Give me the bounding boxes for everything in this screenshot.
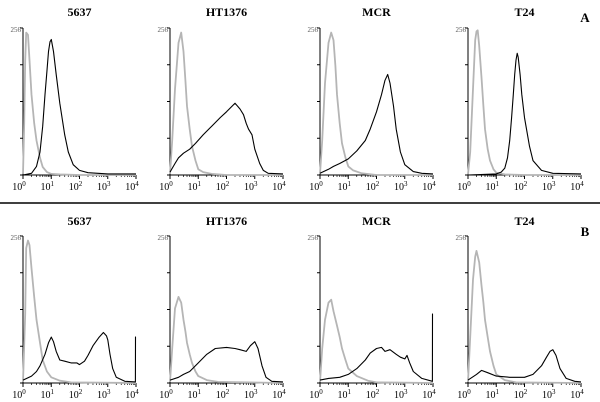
- sample-histogram-line: [467, 52, 582, 176]
- y-max-label: 256: [158, 26, 169, 34]
- y-max-label: 256: [158, 234, 169, 242]
- panel-a-label: A: [580, 10, 590, 25]
- subplot-title: T24: [514, 5, 534, 19]
- y-max-label: 256: [456, 234, 467, 242]
- sample-histogram-line: [319, 313, 434, 382]
- subplot-title: MCR: [362, 5, 391, 19]
- control-histogram-line: [319, 298, 434, 384]
- sample-histogram-line: [169, 102, 284, 175]
- control-histogram-line: [467, 249, 582, 384]
- y-max-label: 256: [11, 26, 22, 34]
- subplot-title: HT1376: [206, 5, 247, 19]
- subplot-title: 5637: [68, 214, 92, 228]
- sample-histogram-line: [467, 349, 582, 383]
- subplot-title: HT1376: [206, 214, 247, 228]
- sample-histogram-line: [319, 73, 434, 175]
- y-max-label: 256: [308, 234, 319, 242]
- subplot-title: T24: [514, 214, 534, 228]
- control-histogram-line: [22, 239, 137, 384]
- subplot-title: 5637: [68, 5, 92, 19]
- sample-histogram-line: [22, 331, 137, 383]
- y-max-label: 256: [308, 26, 319, 34]
- control-histogram-line: [169, 295, 284, 384]
- y-max-label: 256: [456, 26, 467, 34]
- sample-histogram-line: [22, 38, 136, 176]
- control-histogram-line: [22, 31, 136, 176]
- panel-b-label: B: [581, 224, 590, 239]
- control-histogram-line: [319, 31, 433, 176]
- sample-histogram-line: [169, 341, 284, 383]
- y-max-label: 256: [11, 234, 22, 242]
- subplot-title: MCR: [362, 214, 391, 228]
- control-histogram-line: [169, 31, 283, 176]
